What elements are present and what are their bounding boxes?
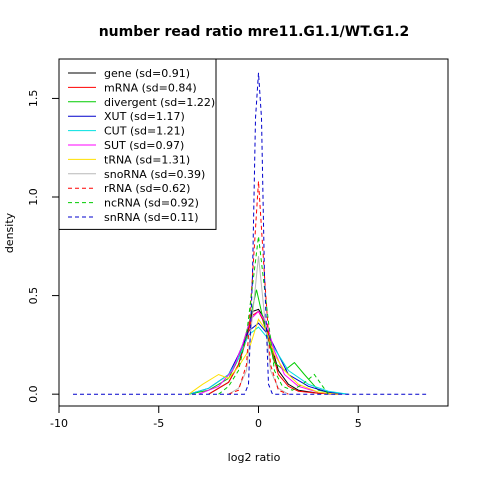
legend-label: snRNA (sd=0.11) xyxy=(104,211,199,224)
x-tick-label: 0 xyxy=(255,417,262,430)
series-line-1 xyxy=(208,310,339,395)
series-line-8 xyxy=(228,181,289,395)
legend-label: rRNA (sd=0.62) xyxy=(104,182,190,195)
legend-label: CUT (sd=1.21) xyxy=(104,125,185,138)
legend-label: mRNA (sd=0.84) xyxy=(104,81,197,94)
legend-label: tRNA (sd=1.31) xyxy=(104,153,190,166)
legend-label: XUT (sd=1.17) xyxy=(104,110,185,123)
y-tick-label: 0.0 xyxy=(27,385,40,403)
series-line-6 xyxy=(188,318,339,395)
series-line-10 xyxy=(73,72,427,395)
y-tick-label: 1.0 xyxy=(27,188,40,206)
x-tick-label: -5 xyxy=(153,417,164,430)
legend-label: divergent (sd=1.22) xyxy=(104,96,215,109)
legend-label: gene (sd=0.91) xyxy=(104,67,190,80)
series-line-9 xyxy=(218,236,329,395)
chart-title: number read ratio mre11.G1.1/WT.G1.2 xyxy=(99,24,410,40)
x-axis-label: log2 ratio xyxy=(228,451,281,464)
legend-label: snoRNA (sd=0.39) xyxy=(104,168,205,181)
y-tick-label: 1.5 xyxy=(27,90,40,108)
y-axis-label: density xyxy=(3,212,16,253)
x-tick-label: -10 xyxy=(50,417,68,430)
x-tick-label: 5 xyxy=(355,417,362,430)
y-tick-label: 0.5 xyxy=(27,287,40,305)
legend-label: SUT (sd=0.97) xyxy=(104,139,184,152)
series-line-5 xyxy=(198,310,339,395)
legend-label: ncRNA (sd=0.92) xyxy=(104,197,199,210)
